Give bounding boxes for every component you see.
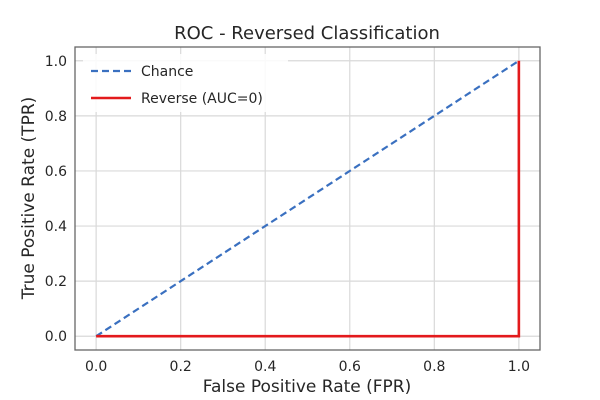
legend: Chance Reverse (AUC=0) [83, 54, 288, 112]
x-tick-label: 0.0 [85, 359, 107, 375]
chart-title: ROC - Reversed Classification [174, 23, 440, 44]
y-tick-label: 0.2 [45, 274, 67, 290]
x-tick-label: 0.2 [170, 359, 192, 375]
y-tick-label: 0.8 [45, 109, 67, 125]
y-tick-label: 0.4 [45, 219, 67, 235]
series-lines [95, 59, 521, 338]
y-axis-label: True Positive Rate (TPR) [19, 97, 39, 301]
legend-label: Reverse (AUC=0) [141, 91, 263, 107]
legend-box [83, 54, 288, 112]
x-tick-label: 1.0 [508, 359, 530, 375]
plot-frame [74, 46, 541, 351]
y-tick-label: 1.0 [45, 54, 67, 70]
x-axis-label: False Positive Rate (FPR) [203, 377, 412, 397]
legend-label: Chance [141, 64, 193, 80]
series-line-reverse [96, 60, 521, 338]
y-tick-label: 0.6 [45, 164, 67, 180]
tick-labels: 0.0 0.2 0.4 0.6 0.8 1.0 0.0 0.2 0.4 0.6 0.8 1.0 [45, 54, 530, 375]
x-tick-label: 0.8 [423, 359, 445, 375]
x-tick-label: 0.4 [254, 359, 276, 375]
y-tick-label: 0.0 [45, 329, 67, 345]
series-line-chance [95, 59, 520, 338]
x-tick-label: 0.6 [339, 359, 361, 375]
